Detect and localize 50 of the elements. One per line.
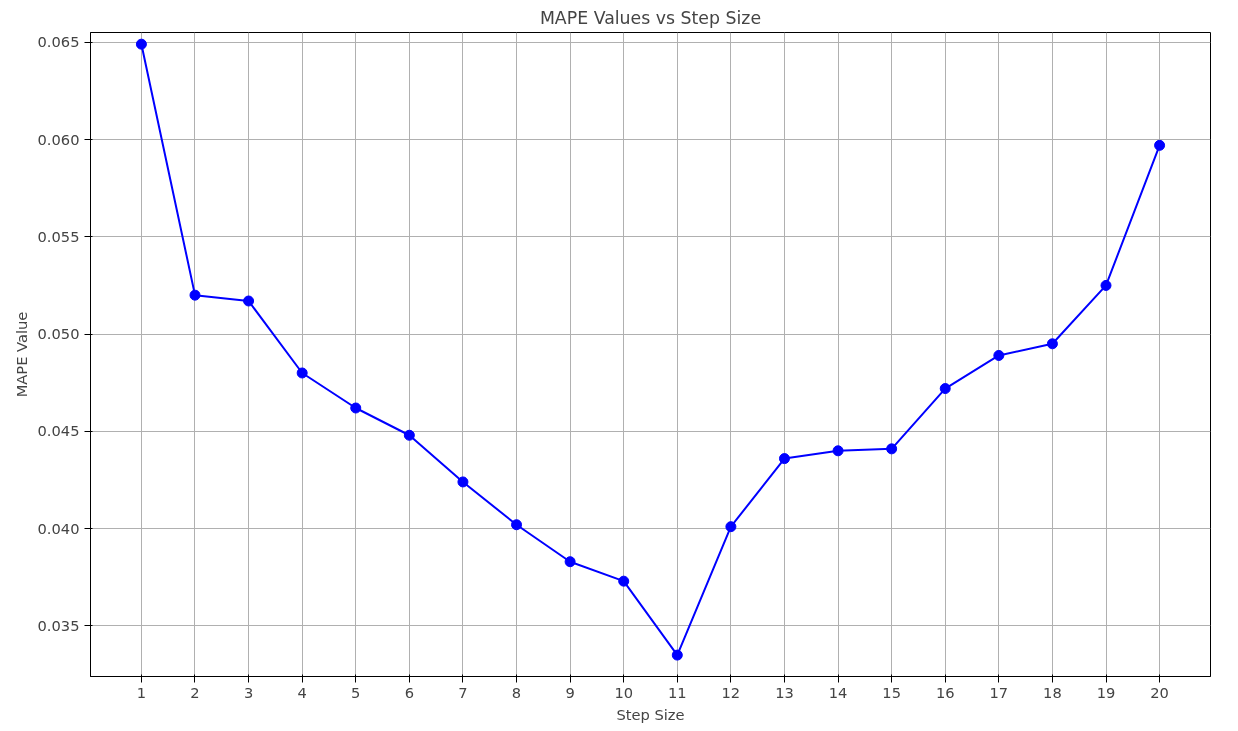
x-axis-title: Step Size — [616, 705, 685, 723]
x-tick-label: 9 — [565, 683, 575, 701]
point — [511, 519, 523, 531]
x-tick-label: 8 — [511, 683, 522, 701]
point — [1100, 279, 1112, 291]
x-tick-label: 12 — [721, 683, 741, 701]
y-tick-label: 0.045 — [37, 422, 80, 440]
x-tick-label: 10 — [614, 683, 634, 701]
point — [350, 402, 362, 414]
point — [725, 521, 737, 533]
x-tick-label: 20 — [1150, 683, 1169, 701]
point — [618, 575, 630, 587]
x-tick-label: 5 — [351, 683, 361, 701]
x-tick-label: 17 — [989, 683, 1009, 701]
x-tick-label: 11 — [667, 683, 687, 701]
point — [832, 445, 844, 457]
x-tick-label: 15 — [882, 683, 901, 701]
y-tick-label: 0.055 — [37, 227, 80, 245]
x-tick-label: 14 — [828, 683, 848, 701]
point — [671, 649, 683, 661]
point — [886, 443, 898, 455]
y-axis-title: MAPE Value — [12, 311, 30, 398]
y-tick-label: 0.035 — [37, 616, 80, 634]
y-tick-label: 0.060 — [37, 130, 80, 148]
point — [778, 453, 790, 465]
x-tick-label: 13 — [775, 683, 794, 701]
x-tick-label: 2 — [190, 683, 200, 701]
chart-title: MAPE Values vs Step Size — [539, 7, 762, 28]
point — [1154, 139, 1166, 151]
point — [296, 367, 308, 379]
x-tick-label: 1 — [136, 683, 147, 701]
point — [189, 289, 201, 301]
point — [939, 383, 951, 395]
x-tick-label: 4 — [297, 683, 307, 701]
y-tick-label: 0.050 — [37, 325, 80, 343]
x-tick-label: 6 — [404, 683, 415, 701]
point — [1046, 338, 1058, 350]
point — [135, 38, 147, 50]
point — [564, 556, 576, 568]
y-tick-label: 0.040 — [37, 519, 80, 537]
point — [403, 429, 415, 441]
y-tick-label: 0.065 — [37, 33, 80, 51]
x-tick-label: 7 — [458, 683, 468, 701]
point — [243, 295, 255, 307]
point — [457, 476, 469, 488]
x-tick-label: 19 — [1096, 683, 1116, 701]
x-tick-label: 18 — [1043, 683, 1062, 701]
point — [993, 349, 1005, 361]
x-tick-label: 16 — [935, 683, 955, 701]
x-tick-label: 3 — [243, 683, 254, 701]
